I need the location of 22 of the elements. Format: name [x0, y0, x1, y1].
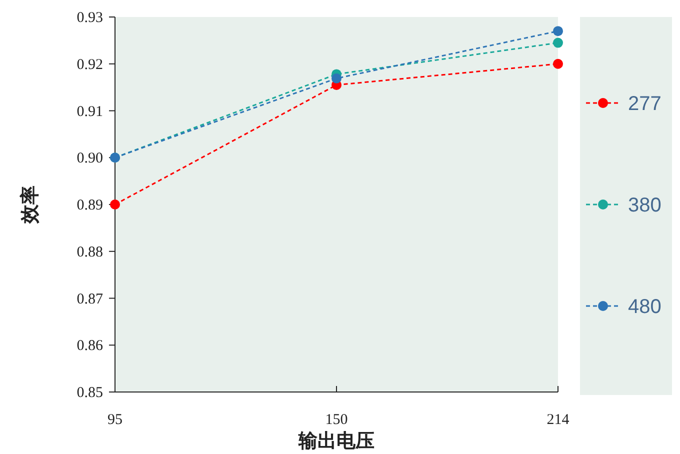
- legend-label: 277: [628, 93, 662, 115]
- y-tick-label: 0.85: [76, 385, 103, 401]
- y-tick-label: 0.88: [76, 244, 103, 260]
- y-tick-label: 0.93: [76, 10, 103, 26]
- point: [553, 38, 563, 48]
- legend-label: 480: [628, 296, 662, 318]
- y-tick-label: 0.92: [76, 56, 103, 73]
- point: [332, 73, 342, 84]
- point: [553, 26, 563, 36]
- y-tick-label: 0.89: [76, 198, 103, 214]
- y-tick-label: 0.91: [76, 104, 103, 120]
- y-tick-label: 0.90: [76, 150, 103, 167]
- legend-label: 380: [628, 194, 662, 216]
- x-tick-label: 214: [546, 412, 570, 428]
- x-axis-title: 输出电压: [298, 430, 374, 452]
- y-tick-label: 0.86: [76, 338, 104, 354]
- x-tick-label: 150: [325, 412, 348, 428]
- point: [110, 200, 120, 210]
- point: [553, 58, 563, 69]
- y-axis-title: 效率: [19, 186, 41, 224]
- x-tick-label: 95: [108, 412, 122, 428]
- y-tick-label: 0.87: [76, 291, 104, 308]
